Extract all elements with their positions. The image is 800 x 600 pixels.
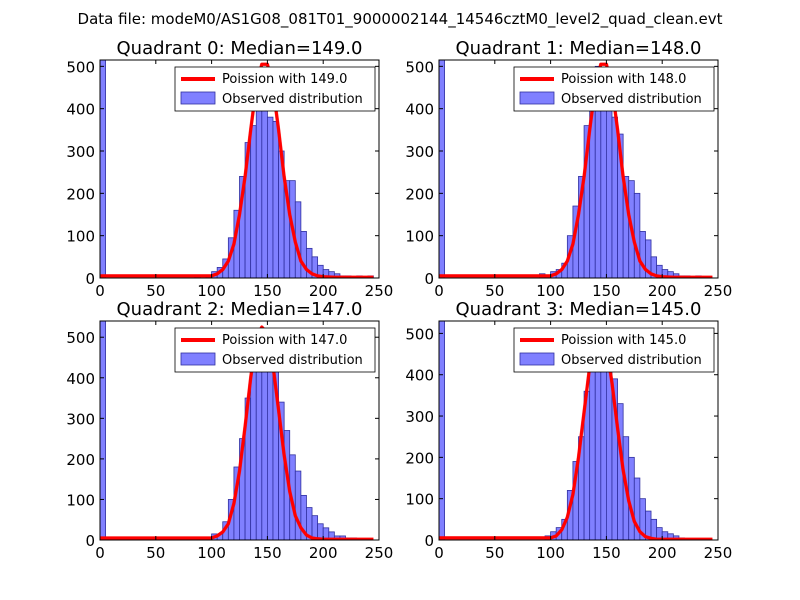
x-tick-label: 0 — [434, 282, 444, 300]
x-tick-label: 0 — [95, 282, 105, 300]
x-tick-label: 0 — [95, 544, 105, 562]
legend: Poission with 147.0 Observed distribution — [174, 327, 376, 373]
x-tick-label: 0 — [434, 544, 444, 562]
x-tick-label: 250 — [365, 282, 394, 300]
x-tick-label: 50 — [485, 282, 504, 300]
legend: Poission with 145.0 Observed distribution — [513, 327, 715, 373]
legend-label-observed: Observed distribution — [561, 353, 702, 368]
histogram-bar — [100, 60, 106, 278]
histogram-bar — [439, 60, 445, 278]
plot-area — [100, 321, 374, 540]
y-tick-label: 0 — [424, 532, 434, 550]
y-tick-label: 300 — [66, 143, 95, 161]
x-tick-label: 250 — [365, 544, 394, 562]
histogram-bar — [266, 361, 274, 540]
legend-label-poisson: Poission with 147.0 — [222, 333, 347, 348]
legend-bar-swatch — [180, 91, 216, 105]
legend: Poission with 149.0 Observed distribution — [174, 66, 376, 112]
y-tick-label: 100 — [66, 228, 95, 246]
x-tick-label: 250 — [704, 544, 733, 562]
y-tick-label: 200 — [405, 185, 434, 203]
y-tick-label: 400 — [405, 101, 434, 119]
axes-frame — [99, 59, 380, 279]
y-tick-label: 300 — [66, 410, 95, 428]
y-tick-label: 0 — [85, 532, 95, 550]
panel-title: Quadrant 3: Median=145.0 — [456, 299, 702, 320]
histogram-bar — [606, 366, 613, 540]
x-tick-label: 100 — [197, 282, 226, 300]
y-tick-label: 200 — [66, 451, 95, 469]
legend-bar-swatch — [519, 352, 555, 366]
histogram-bar — [266, 116, 274, 278]
y-tick-label: 200 — [405, 449, 434, 467]
x-tick-label: 200 — [648, 282, 677, 300]
y-tick-label: 300 — [405, 143, 434, 161]
panel-title: Quadrant 2: Median=147.0 — [117, 299, 363, 320]
histogram-bar — [272, 120, 279, 278]
histogram-bar — [611, 116, 618, 278]
legend-label-poisson: Poission with 145.0 — [561, 333, 686, 348]
legend-bar-swatch — [519, 91, 555, 105]
x-tick-label: 150 — [592, 282, 621, 300]
axes-frame — [438, 320, 719, 541]
x-tick-label: 50 — [146, 544, 165, 562]
histogram-bar — [606, 104, 613, 278]
y-tick-label: 500 — [405, 58, 434, 76]
histogram-bar — [600, 345, 607, 540]
y-tick-label: 100 — [405, 491, 434, 509]
legend-label-observed: Observed distribution — [222, 92, 363, 107]
x-tick-label: 50 — [146, 282, 165, 300]
x-tick-label: 100 — [536, 282, 565, 300]
plot-area — [439, 60, 713, 278]
histogram-bar — [633, 192, 641, 278]
x-tick-label: 150 — [253, 282, 282, 300]
chart-panel-quadrant-2: 0 50 100 150 200 250 0 100 200 300 400 500 Quadrant … — [66, 299, 393, 562]
y-tick-label: 400 — [66, 370, 95, 388]
chart-panel-quadrant-1: 0 50 100 150 200 250 0 100 200 300 400 500 Quadrant … — [405, 38, 732, 300]
y-tick-label: 100 — [66, 491, 95, 509]
x-tick-label: 50 — [485, 544, 504, 562]
x-tick-label: 200 — [648, 544, 677, 562]
y-tick-label: 500 — [66, 329, 95, 347]
y-tick-label: 500 — [405, 325, 434, 343]
x-tick-label: 150 — [253, 544, 282, 562]
legend-label-observed: Observed distribution — [561, 92, 702, 107]
x-tick-label: 200 — [309, 544, 338, 562]
chart-panel-quadrant-0: 0 50 100 150 200 250 0 100 200 300 400 500 Quadrant … — [66, 38, 393, 300]
legend-bar-swatch — [180, 352, 216, 366]
histogram-bar — [311, 515, 319, 540]
y-tick-label: 100 — [405, 228, 434, 246]
x-tick-label: 200 — [309, 282, 338, 300]
x-tick-label: 250 — [704, 282, 733, 300]
histogram-bar — [250, 125, 257, 278]
histogram-bar — [100, 321, 106, 540]
legend-label-observed: Observed distribution — [222, 353, 363, 368]
legend-label-poisson: Poission with 148.0 — [561, 72, 686, 87]
chart-panel-quadrant-3: 0 50 100 150 200 250 0 100 200 300 400 500 Quadrant … — [405, 299, 732, 562]
figure-suptitle: Data file: modeM0/AS1G08_081T01_90000021… — [78, 10, 723, 29]
y-tick-label: 0 — [85, 270, 95, 288]
histogram-bar — [439, 321, 445, 540]
y-tick-label: 400 — [66, 101, 95, 119]
y-tick-label: 400 — [405, 367, 434, 385]
y-tick-label: 200 — [66, 185, 95, 203]
y-tick-label: 0 — [424, 270, 434, 288]
poisson-curve — [439, 329, 713, 540]
axes-frame — [438, 59, 719, 279]
histogram-bar — [294, 470, 302, 540]
y-tick-label: 500 — [66, 58, 95, 76]
y-tick-label: 300 — [405, 408, 434, 426]
x-tick-label: 100 — [536, 544, 565, 562]
legend: Poission with 148.0 Observed distribution — [513, 66, 715, 112]
panel-title: Quadrant 1: Median=148.0 — [456, 38, 702, 59]
legend-label-poisson: Poission with 149.0 — [222, 72, 347, 87]
axes-frame — [99, 320, 380, 541]
x-tick-label: 100 — [197, 544, 226, 562]
x-tick-label: 150 — [592, 544, 621, 562]
panel-title: Quadrant 0: Median=149.0 — [117, 38, 363, 59]
histogram-bar — [589, 345, 596, 540]
